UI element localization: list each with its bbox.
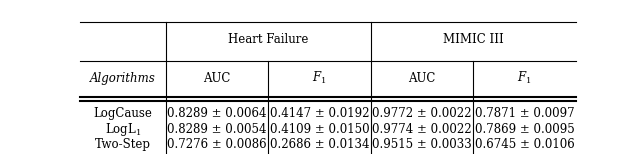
Text: 0.9515 ± 0.0033: 0.9515 ± 0.0033	[372, 138, 472, 151]
Text: 0.2686 ± 0.0134: 0.2686 ± 0.0134	[269, 138, 369, 151]
Text: 0.7869 ± 0.0095: 0.7869 ± 0.0095	[475, 123, 575, 136]
Text: AUC: AUC	[408, 72, 436, 85]
Text: MIMIC III: MIMIC III	[443, 33, 504, 46]
Text: Heart Failure: Heart Failure	[228, 33, 308, 46]
Text: 0.9774 ± 0.0022: 0.9774 ± 0.0022	[372, 123, 472, 136]
Text: LogCause: LogCause	[93, 107, 152, 120]
Text: Algorithms: Algorithms	[90, 72, 156, 85]
Text: $\mathit{F}_1$: $\mathit{F}_1$	[312, 70, 326, 86]
Text: 0.6745 ± 0.0106: 0.6745 ± 0.0106	[475, 138, 575, 151]
Text: LogL$_1$: LogL$_1$	[104, 121, 141, 138]
Text: Two-Step: Two-Step	[95, 138, 151, 151]
Text: AUC: AUC	[203, 72, 230, 85]
Text: $\mathit{F}_1$: $\mathit{F}_1$	[518, 70, 532, 86]
Text: 0.8289 ± 0.0054: 0.8289 ± 0.0054	[167, 123, 267, 136]
Text: 0.8289 ± 0.0064: 0.8289 ± 0.0064	[167, 107, 267, 120]
Text: 0.4109 ± 0.0150: 0.4109 ± 0.0150	[269, 123, 369, 136]
Text: 0.7871 ± 0.0097: 0.7871 ± 0.0097	[475, 107, 575, 120]
Text: 0.7276 ± 0.0086: 0.7276 ± 0.0086	[167, 138, 267, 151]
Text: 0.9772 ± 0.0022: 0.9772 ± 0.0022	[372, 107, 472, 120]
Text: 0.4147 ± 0.0192: 0.4147 ± 0.0192	[269, 107, 369, 120]
